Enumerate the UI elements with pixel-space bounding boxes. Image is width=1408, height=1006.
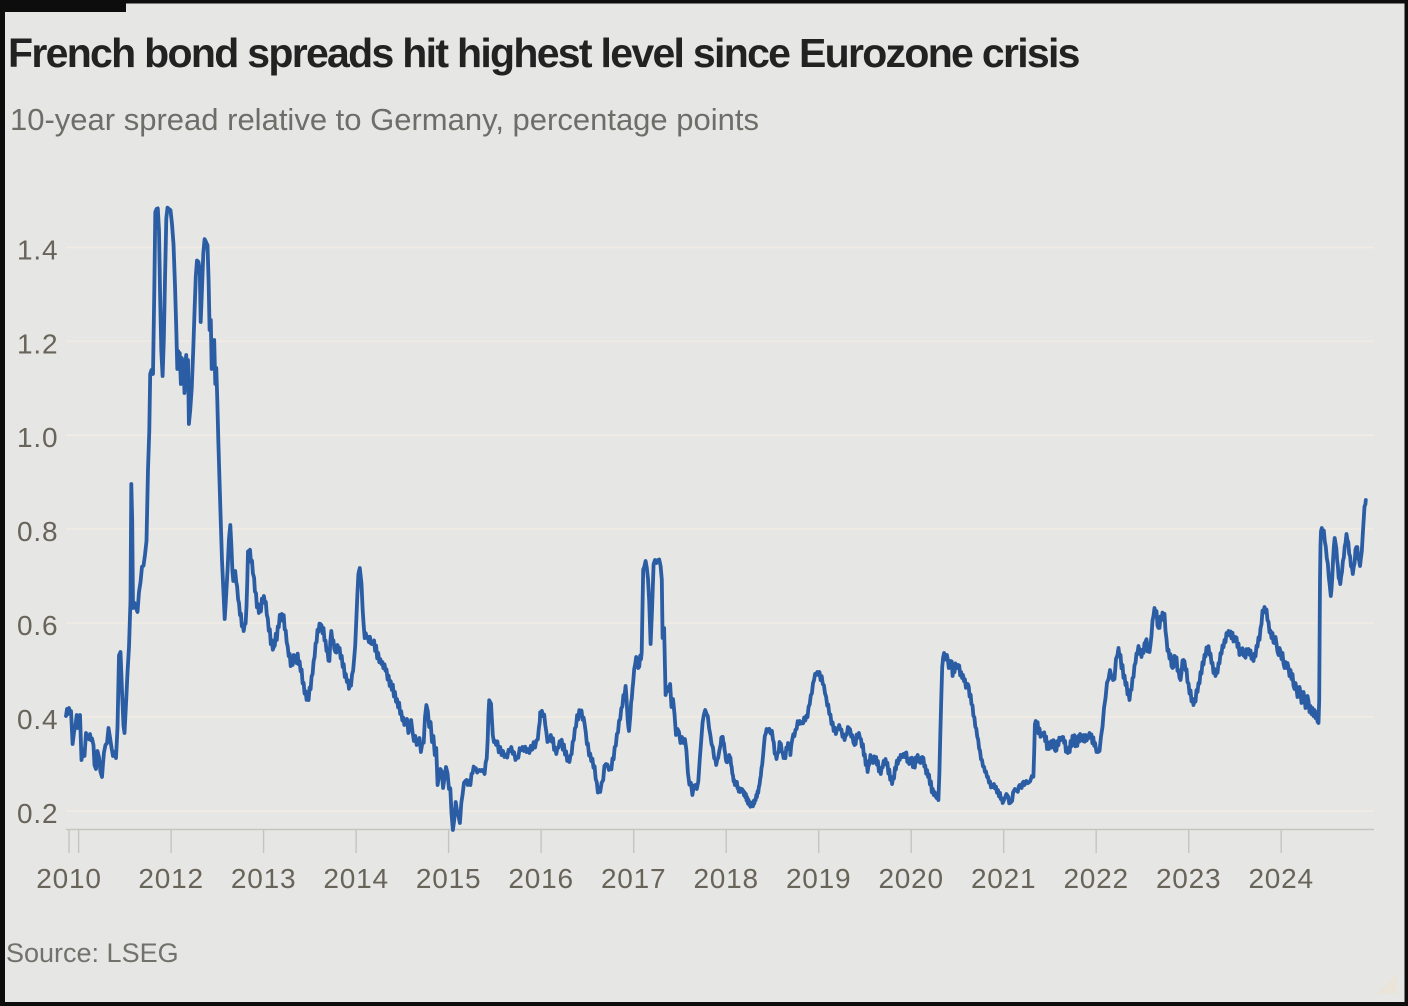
svg-text:2023: 2023	[1156, 863, 1222, 894]
svg-text:1.2: 1.2	[17, 328, 58, 359]
svg-text:0.2: 0.2	[17, 798, 58, 829]
svg-text:1.0: 1.0	[17, 422, 58, 453]
svg-text:2015: 2015	[416, 863, 482, 894]
svg-text:2022: 2022	[1063, 863, 1129, 894]
svg-text:2013: 2013	[231, 863, 297, 894]
svg-text:1.4: 1.4	[17, 234, 58, 265]
svg-text:2016: 2016	[508, 863, 574, 894]
svg-text:2021: 2021	[971, 863, 1037, 894]
svg-text:2024: 2024	[1248, 863, 1314, 894]
svg-text:0.8: 0.8	[17, 516, 58, 547]
svg-text:2014: 2014	[323, 863, 389, 894]
svg-text:2019: 2019	[786, 863, 852, 894]
svg-text:2012: 2012	[138, 863, 204, 894]
svg-text:0.4: 0.4	[17, 704, 58, 735]
svg-text:2018: 2018	[693, 863, 759, 894]
svg-text:2010: 2010	[36, 863, 102, 894]
svg-text:0.6: 0.6	[17, 610, 58, 641]
svg-text:2020: 2020	[878, 863, 944, 894]
svg-text:2017: 2017	[601, 863, 667, 894]
